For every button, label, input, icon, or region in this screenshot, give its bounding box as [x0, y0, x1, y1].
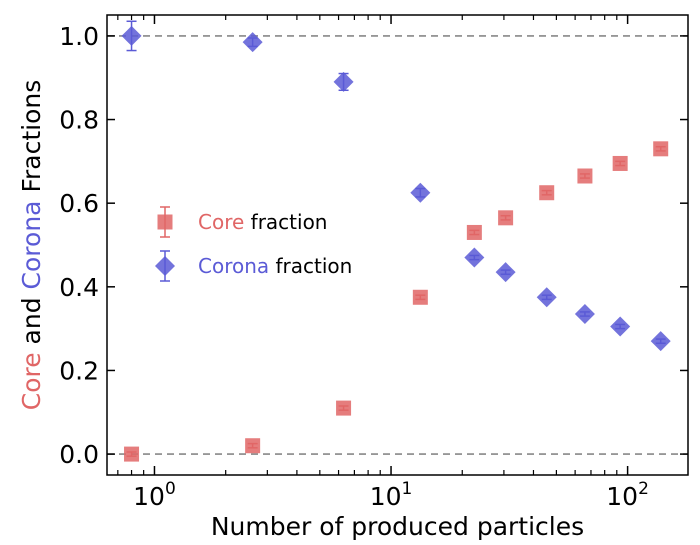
- data-point-square: [612, 155, 628, 171]
- data-point-square: [245, 438, 261, 454]
- x-axis-label: Number of produced particles: [211, 512, 584, 541]
- y-tick-label: 0.2: [59, 356, 99, 385]
- plot-frame: [106, 14, 689, 476]
- legend-label-core: Core fraction: [198, 210, 327, 234]
- data-point-square: [577, 168, 593, 184]
- data-point-diamond: [574, 304, 595, 324]
- y-tick-label: 0.8: [59, 106, 99, 135]
- data-point-diamond: [121, 25, 142, 46]
- data-point-square: [412, 289, 428, 305]
- y-tick-label: 1.0: [59, 22, 99, 51]
- data-point-diamond: [610, 316, 631, 337]
- data-points: [121, 20, 671, 462]
- data-point-diamond: [495, 262, 516, 283]
- data-point-diamond: [536, 287, 557, 308]
- data-point-square: [653, 141, 669, 157]
- legend-label-corona: Corona fraction: [198, 254, 352, 278]
- x-tick-label: 102: [606, 479, 649, 511]
- axis-ticks: 0.0 0.2 0.4 0.6 0.8 1.0 100 101 102: [59, 15, 688, 511]
- data-point-diamond: [650, 331, 671, 352]
- legend-marker-diamond: [155, 256, 175, 276]
- y-tick-label: 0.0: [59, 440, 99, 469]
- data-point-square: [336, 400, 352, 416]
- data-point-square: [124, 446, 140, 462]
- legend: Core fraction Corona fraction: [155, 206, 352, 282]
- data-point-square: [466, 224, 482, 240]
- series-core: [124, 141, 669, 462]
- y-tick-label: 0.6: [59, 189, 99, 218]
- y-tick-label: 0.4: [59, 273, 99, 302]
- x-tick-label: 100: [133, 479, 176, 511]
- series-corona: [121, 20, 671, 352]
- data-point-square: [539, 185, 555, 201]
- y-axis-label: Core and Corona Fractions: [17, 80, 46, 411]
- data-point-diamond: [333, 71, 354, 92]
- reference-lines: [107, 35, 688, 455]
- data-point-diamond: [464, 247, 485, 268]
- data-point-diamond: [410, 182, 431, 203]
- data-point-square: [498, 210, 514, 226]
- data-point-diamond: [242, 32, 263, 53]
- x-tick-label: 101: [370, 479, 413, 511]
- legend-marker-square: [157, 214, 173, 230]
